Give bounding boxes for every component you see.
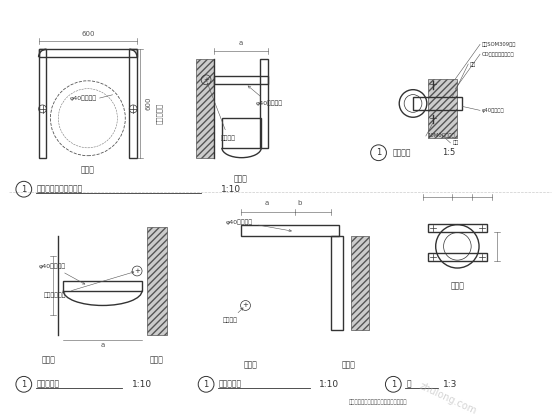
Bar xyxy=(129,49,137,158)
Text: φ40不锈钢管: φ40不锈钢管 xyxy=(482,108,505,113)
Text: 1:10: 1:10 xyxy=(221,185,241,194)
Text: 墙端节点: 墙端节点 xyxy=(393,148,411,157)
Text: 1:5: 1:5 xyxy=(442,148,456,157)
Bar xyxy=(147,227,167,335)
Bar xyxy=(428,79,458,138)
Text: +: + xyxy=(242,302,249,308)
Text: 侧立面: 侧立面 xyxy=(234,175,248,184)
Text: 1: 1 xyxy=(376,148,381,157)
Text: 1: 1 xyxy=(21,380,26,389)
Text: 600: 600 xyxy=(81,32,95,37)
Text: 正立面: 正立面 xyxy=(450,281,464,290)
Bar xyxy=(39,49,137,57)
Text: +: + xyxy=(134,268,140,274)
Bar xyxy=(222,118,262,148)
Text: 螺栓SOM309凹槽: 螺栓SOM309凹槽 xyxy=(482,42,516,47)
Bar xyxy=(428,253,487,261)
Bar xyxy=(39,49,46,158)
Text: 正立面: 正立面 xyxy=(244,360,258,369)
Text: 10M0C胶垫处: 10M0C胶垫处 xyxy=(428,134,455,139)
Text: a: a xyxy=(239,40,242,46)
Text: 安装螺丝: 安装螺丝 xyxy=(207,83,236,141)
Text: 地上: 地上 xyxy=(470,62,477,66)
Bar xyxy=(351,236,368,330)
Text: 1:10: 1:10 xyxy=(319,380,339,389)
Bar xyxy=(260,59,268,148)
Text: 1: 1 xyxy=(203,380,209,389)
Text: 侧立面: 侧立面 xyxy=(150,355,164,364)
Text: 600: 600 xyxy=(145,97,151,110)
Text: 正立面: 正立面 xyxy=(41,355,55,364)
Bar xyxy=(63,281,142,291)
Text: 安装螺丝: 安装螺丝 xyxy=(223,308,243,323)
Text: 坐便器扶杆: 坐便器扶杆 xyxy=(219,380,242,389)
Text: 安装螺丝钢板: 安装螺丝钢板 xyxy=(44,271,134,299)
Text: 注：下图参照上图实体布置调整安排确定: 注：下图参照上图实体布置调整安排确定 xyxy=(349,399,408,405)
Bar xyxy=(241,225,339,236)
Bar xyxy=(196,59,214,158)
Bar xyxy=(428,224,487,231)
Bar xyxy=(413,97,463,110)
Text: 开关式小便器安全扶手: 开关式小便器安全扶手 xyxy=(36,185,83,194)
Text: φ40不锈钢管: φ40不锈钢管 xyxy=(69,95,96,101)
Text: 侧立面: 侧立面 xyxy=(342,360,356,369)
Text: 正立面: 正立面 xyxy=(81,165,95,174)
Text: φ40不锈钢管: φ40不锈钢管 xyxy=(226,219,291,232)
Text: b: b xyxy=(297,200,302,206)
Text: 1:10: 1:10 xyxy=(132,380,152,389)
Text: 1:3: 1:3 xyxy=(442,380,457,389)
Text: zhulong.com: zhulong.com xyxy=(417,381,478,417)
Text: a: a xyxy=(100,342,105,348)
Text: CD混凝土基础等具平: CD混凝土基础等具平 xyxy=(482,52,515,57)
Text: 螺母: 螺母 xyxy=(452,140,459,145)
Text: +: + xyxy=(203,77,209,83)
Text: 1: 1 xyxy=(21,185,26,194)
Text: 端: 端 xyxy=(406,380,410,389)
Bar xyxy=(332,236,343,330)
Bar xyxy=(214,76,268,84)
Text: 洗漱盆扶杆: 洗漱盆扶杆 xyxy=(36,380,60,389)
Text: 1: 1 xyxy=(391,380,396,389)
Text: φ40不锈钢管: φ40不锈钢管 xyxy=(248,86,282,106)
Text: a: a xyxy=(265,200,269,206)
Text: φ40不锈钢管: φ40不锈钢管 xyxy=(39,263,85,284)
Text: 竖向位置图: 竖向位置图 xyxy=(156,103,163,124)
